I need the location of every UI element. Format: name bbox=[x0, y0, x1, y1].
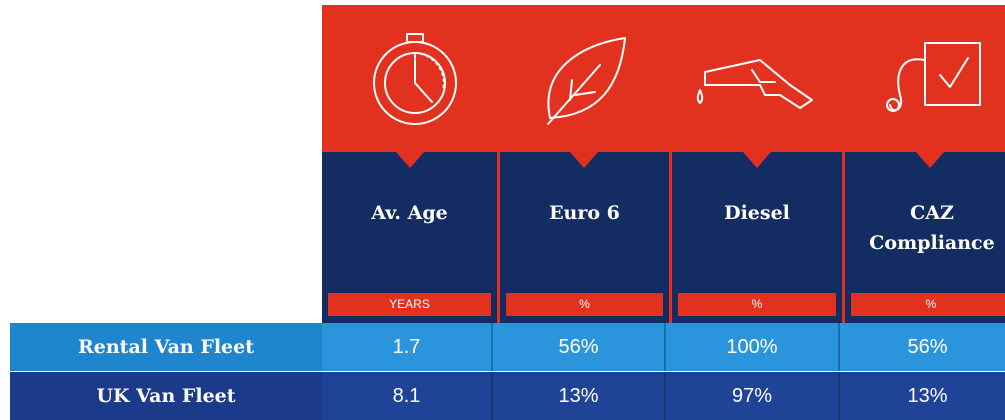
column-header: Euro 6 bbox=[549, 202, 620, 224]
row-label: UK Van Fleet bbox=[96, 385, 236, 407]
cell-value: 97% bbox=[731, 385, 773, 407]
cell-value: 56% bbox=[907, 336, 948, 358]
cell-value: 100% bbox=[726, 336, 778, 358]
icon-band bbox=[322, 5, 1005, 152]
column-unit: % bbox=[579, 297, 590, 311]
column-header: Diesel bbox=[724, 202, 790, 224]
column-separators bbox=[497, 152, 845, 323]
column-unit: YEARS bbox=[389, 297, 430, 311]
pointers bbox=[396, 152, 944, 168]
column-header: Av. Age bbox=[371, 202, 448, 224]
unit-bars bbox=[328, 293, 1005, 316]
stopwatch-icon bbox=[373, 33, 457, 125]
column-unit: % bbox=[751, 297, 763, 311]
fuel-nozzle-icon bbox=[696, 59, 813, 109]
row-label: Rental Van Fleet bbox=[77, 336, 254, 358]
cell-value: 8.1 bbox=[392, 385, 421, 407]
compliance-icon bbox=[886, 42, 981, 112]
cell-value: 1.7 bbox=[392, 336, 421, 358]
cell-value: 56% bbox=[558, 336, 599, 358]
row-backgrounds bbox=[10, 323, 1005, 420]
leaf-icon bbox=[547, 37, 626, 125]
column-header: CAZ Compliance bbox=[869, 202, 995, 254]
column-unit: % bbox=[925, 297, 937, 311]
cell-value: 13% bbox=[558, 385, 599, 407]
cell-value: 13% bbox=[907, 385, 948, 407]
